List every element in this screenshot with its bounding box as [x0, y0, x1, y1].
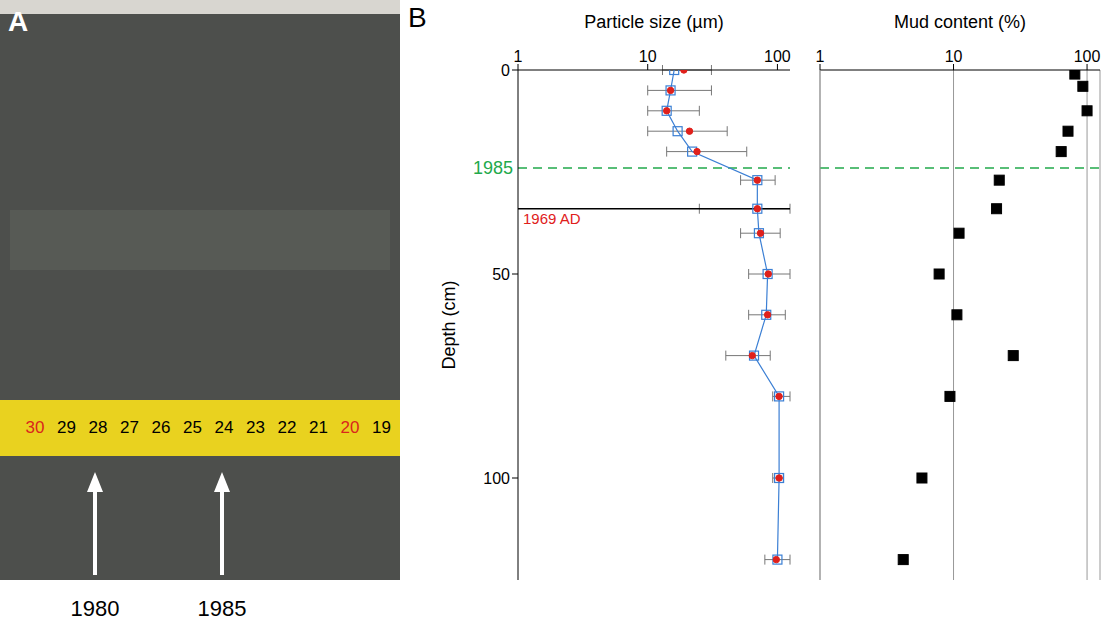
- html-text:23: 23: [246, 418, 265, 437]
- svg-text:Particle size (µm): Particle size (µm): [584, 12, 723, 32]
- html-text:25: 25: [183, 418, 202, 437]
- svg-text:10: 10: [639, 48, 657, 65]
- html-text:30: 30: [25, 418, 45, 437]
- html-text:19: 19: [372, 418, 391, 437]
- html-text:20: 20: [340, 418, 360, 437]
- html-text:1985: 1985: [197, 596, 247, 621]
- html-text:22: 22: [277, 418, 297, 437]
- html-text:1980: 1980: [70, 596, 120, 621]
- html-text:A: A: [8, 6, 29, 37]
- svg-text:50: 50: [492, 266, 510, 283]
- svg-text:100: 100: [1074, 48, 1101, 65]
- svg-text:1985: 1985: [473, 158, 513, 178]
- html-text:24: 24: [214, 418, 234, 437]
- svg-text:100: 100: [764, 48, 791, 65]
- html-text:27: 27: [120, 418, 139, 437]
- html-text:28: 28: [88, 418, 108, 437]
- html-text:26: 26: [151, 418, 171, 437]
- svg-text:10: 10: [945, 48, 963, 65]
- svg-text:1: 1: [816, 48, 825, 65]
- svg-text:0: 0: [501, 62, 510, 79]
- svg-text:Mud content (%): Mud content (%): [894, 12, 1026, 32]
- html-text:B: B: [408, 2, 427, 33]
- svg-text:1969 AD: 1969 AD: [523, 210, 581, 227]
- svg-text:Depth (cm): Depth (cm): [439, 280, 459, 369]
- svg-text:1: 1: [514, 48, 523, 65]
- html-text:29: 29: [57, 418, 76, 437]
- html-text:21: 21: [309, 418, 328, 437]
- svg-text:100: 100: [483, 470, 510, 487]
